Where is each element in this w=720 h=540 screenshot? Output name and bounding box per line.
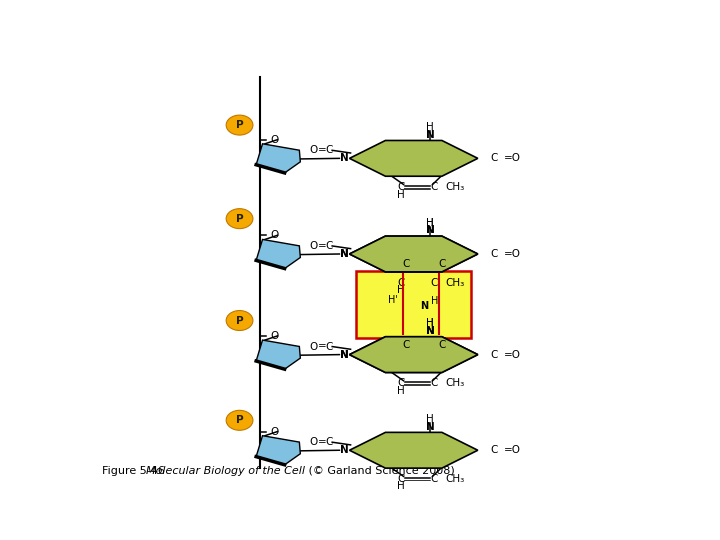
Circle shape [226, 410, 253, 430]
Text: C: C [402, 340, 410, 349]
Text: H: H [397, 386, 405, 396]
Polygon shape [256, 144, 300, 173]
Text: =O: =O [504, 153, 521, 164]
Text: =O: =O [504, 446, 521, 455]
Text: N: N [426, 225, 435, 235]
Text: C: C [438, 340, 446, 349]
Text: =: = [318, 241, 326, 251]
Text: O: O [270, 331, 279, 341]
Text: C: C [325, 241, 333, 251]
Text: C: C [325, 145, 333, 156]
Text: CH₃: CH₃ [446, 182, 464, 192]
Text: =: = [318, 145, 326, 156]
Text: H: H [426, 319, 434, 328]
Text: N: N [426, 326, 435, 336]
Text: H: H [397, 285, 405, 295]
Text: H: H [397, 190, 405, 199]
Text: N: N [426, 422, 435, 431]
Text: CH₃: CH₃ [446, 474, 464, 484]
Text: C: C [431, 182, 438, 192]
Text: H: H [426, 218, 434, 228]
Text: N: N [426, 326, 435, 336]
Polygon shape [256, 340, 300, 369]
Text: N: N [426, 130, 435, 140]
Text: C: C [431, 379, 438, 388]
Text: C: C [431, 474, 438, 484]
Text: P: P [235, 415, 243, 426]
Polygon shape [349, 433, 478, 468]
Text: C: C [397, 474, 405, 484]
Polygon shape [349, 236, 478, 272]
Polygon shape [349, 337, 478, 373]
Text: P: P [235, 214, 243, 224]
Text: P: P [235, 315, 243, 326]
Text: N: N [426, 225, 435, 235]
Text: H: H [397, 482, 405, 491]
Text: C: C [491, 446, 498, 455]
Text: O: O [309, 437, 318, 447]
Text: C: C [402, 259, 410, 269]
Text: =: = [318, 342, 326, 352]
Text: H: H [426, 319, 434, 328]
Text: O: O [309, 241, 318, 251]
Text: C: C [491, 153, 498, 164]
Text: C: C [491, 349, 498, 360]
Text: P: P [235, 120, 243, 130]
Text: C: C [325, 342, 333, 352]
Text: C: C [397, 182, 405, 192]
Text: O: O [309, 342, 318, 352]
Text: Molecular Biology of the Cell: Molecular Biology of the Cell [145, 465, 305, 476]
Text: O: O [270, 230, 279, 240]
Circle shape [226, 310, 253, 330]
Text: (© Garland Science 2008): (© Garland Science 2008) [305, 465, 454, 476]
Text: C: C [431, 278, 438, 288]
Text: H: H [426, 122, 434, 132]
Polygon shape [256, 436, 300, 465]
Text: H': H' [388, 295, 398, 305]
Text: H: H [431, 296, 438, 306]
Text: C: C [397, 278, 405, 288]
Polygon shape [256, 239, 300, 268]
Text: =: = [318, 437, 326, 447]
Text: O: O [309, 145, 318, 156]
Text: =O: =O [504, 349, 521, 360]
Text: C: C [325, 437, 333, 447]
Text: Figure 5-46: Figure 5-46 [102, 465, 172, 476]
Text: C: C [397, 379, 405, 388]
Text: H: H [426, 414, 434, 424]
Text: CH₃: CH₃ [446, 379, 464, 388]
Text: O: O [270, 427, 279, 436]
Bar [356, 271, 472, 338]
Text: =O: =O [504, 249, 521, 259]
Text: O: O [270, 134, 279, 145]
Text: N: N [340, 446, 348, 455]
Text: CH₃: CH₃ [446, 278, 464, 288]
Polygon shape [349, 140, 478, 176]
Text: N: N [420, 301, 428, 311]
Polygon shape [349, 236, 478, 272]
Circle shape [226, 208, 253, 228]
Text: N: N [340, 249, 348, 259]
Text: N: N [340, 153, 348, 164]
Text: N: N [340, 349, 348, 360]
Text: H: H [426, 218, 434, 228]
Text: N: N [340, 249, 348, 259]
Circle shape [226, 115, 253, 135]
Text: N: N [340, 349, 348, 360]
Text: C: C [438, 259, 446, 269]
Text: C: C [491, 249, 498, 259]
Polygon shape [349, 337, 478, 373]
